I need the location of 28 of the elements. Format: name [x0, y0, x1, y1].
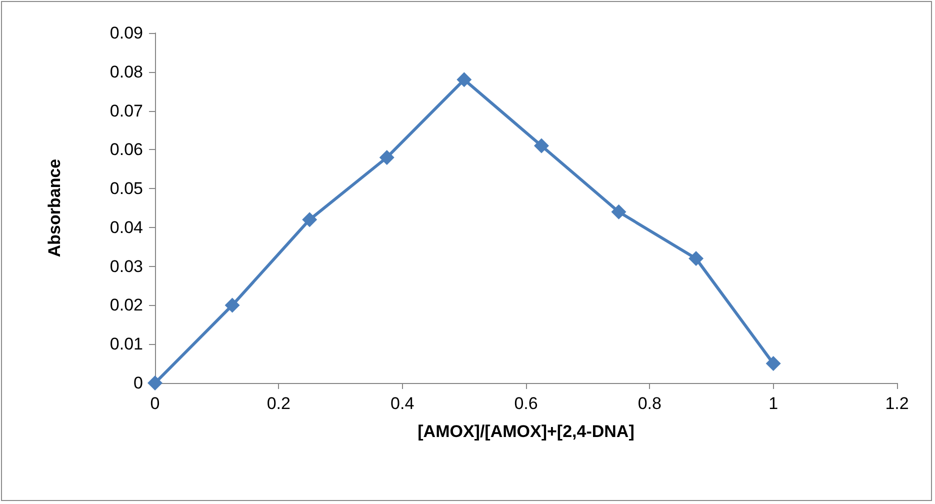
point — [148, 376, 162, 390]
y-tick-label: 0.08 — [110, 62, 143, 82]
x-axis-title: [AMOX]/[AMOX]+[2,4-DNA] — [418, 422, 634, 441]
y-tick-label: 0.01 — [110, 334, 143, 354]
y-tick-label: 0.09 — [110, 24, 143, 42]
y-tick-label: 0 — [134, 374, 143, 392]
y-tick-label: 0.05 — [110, 179, 143, 198]
y-tick-label: 0.07 — [110, 101, 143, 120]
x-tick-label: 0.2 — [266, 394, 290, 413]
point — [456, 72, 472, 88]
y-tick-label: 0.06 — [110, 140, 143, 160]
point — [611, 204, 626, 220]
x-tick-label: 0.8 — [638, 394, 662, 413]
y-tick-label: 0.02 — [110, 296, 143, 315]
point — [302, 212, 318, 228]
point — [766, 356, 781, 372]
x-tick-label: 0.6 — [514, 394, 538, 413]
x-tick-label: 0.4 — [390, 394, 414, 413]
point — [688, 251, 704, 266]
point — [534, 138, 549, 154]
point — [379, 150, 394, 165]
point — [224, 298, 240, 313]
y-tick-label: 0.04 — [110, 218, 143, 237]
x-tick-label: 1 — [768, 394, 778, 413]
x-tick-label: 0 — [150, 394, 160, 413]
y-axis-title: Absorbance — [45, 158, 64, 258]
x-tick-label: 1.2 — [885, 394, 909, 413]
y-tick-label: 0.03 — [110, 256, 143, 276]
